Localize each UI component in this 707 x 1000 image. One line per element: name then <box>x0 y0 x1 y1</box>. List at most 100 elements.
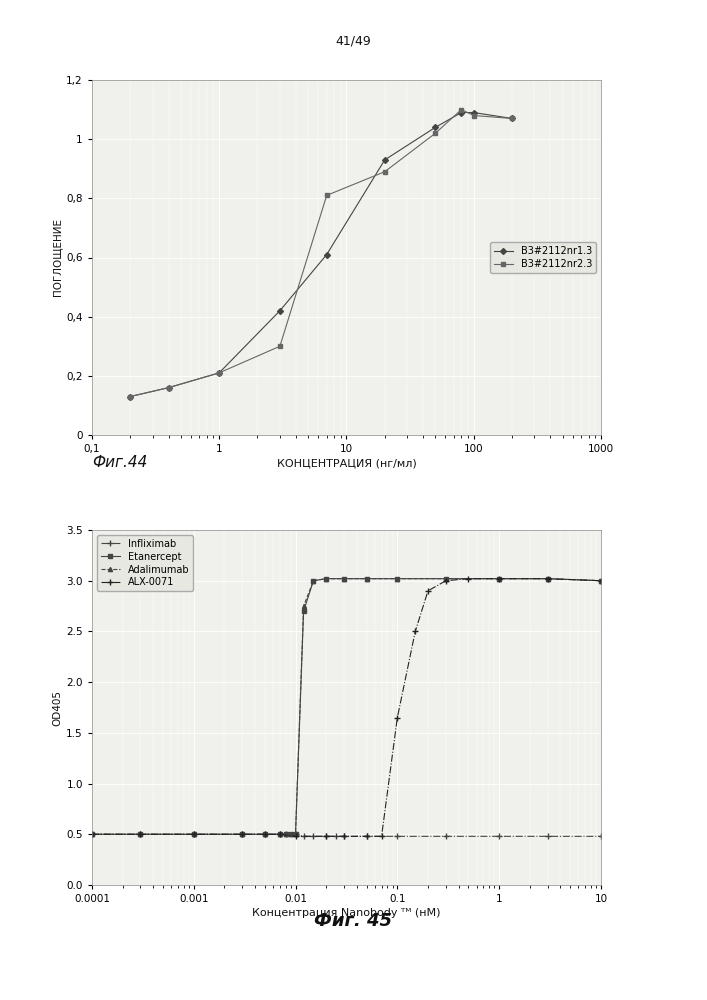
Line: Adalimumab: Adalimumab <box>90 577 603 836</box>
Text: Фиг.44: Фиг.44 <box>92 455 147 470</box>
Line: B3#2112nr1.3: B3#2112nr1.3 <box>128 110 514 399</box>
B3#2112nr1.3 <box>380 154 389 166</box>
ALX-0071 <box>544 573 552 585</box>
Etanercept <box>597 575 605 587</box>
B3#2112nr1.3 <box>126 391 134 403</box>
B3#2112nr2.3 <box>126 391 134 403</box>
B3#2112nr2.3 <box>164 382 173 394</box>
Etanercept <box>281 828 290 840</box>
Infliximab <box>544 830 552 842</box>
Infliximab <box>88 828 96 840</box>
B3#2112nr1.3 <box>215 367 223 379</box>
Line: Etanercept: Etanercept <box>90 577 603 836</box>
B3#2112nr1.3 <box>276 305 284 317</box>
Adalimumab <box>291 828 300 840</box>
ALX-0071 <box>340 830 349 842</box>
Infliximab <box>340 830 349 842</box>
B3#2112nr1.3 <box>322 249 331 261</box>
X-axis label: КОНЦЕНТРАЦИЯ (нг/мл): КОНЦЕНТРАЦИЯ (нг/мл) <box>276 458 416 468</box>
Etanercept <box>276 828 284 840</box>
Etanercept <box>495 573 503 585</box>
ALX-0071 <box>464 573 473 585</box>
Adalimumab <box>299 600 308 612</box>
B3#2112nr1.3 <box>164 382 173 394</box>
ALX-0071 <box>238 828 247 840</box>
Legend: B3#2112nr1.3, B3#2112nr2.3: B3#2112nr1.3, B3#2112nr2.3 <box>490 242 596 273</box>
Etanercept <box>393 573 402 585</box>
ALX-0071 <box>393 712 402 724</box>
Line: ALX-0071: ALX-0071 <box>88 575 604 840</box>
Adalimumab <box>281 828 290 840</box>
Text: Фиг. 45: Фиг. 45 <box>315 912 392 930</box>
ALX-0071 <box>136 828 145 840</box>
Etanercept <box>322 573 330 585</box>
Legend: Infliximab, Etanercept, Adalimumab, ALX-0071: Infliximab, Etanercept, Adalimumab, ALX-… <box>97 535 194 591</box>
B3#2112nr1.3 <box>508 112 516 124</box>
Y-axis label: OD405: OD405 <box>52 690 62 726</box>
Infliximab <box>442 830 450 842</box>
Etanercept <box>88 828 96 840</box>
Adalimumab <box>544 573 552 585</box>
Text: 41/49: 41/49 <box>336 35 371 48</box>
Infliximab <box>495 830 503 842</box>
Infliximab <box>276 828 284 840</box>
ALX-0071 <box>291 830 300 842</box>
Infliximab <box>136 828 145 840</box>
B3#2112nr2.3 <box>215 367 223 379</box>
Infliximab <box>261 828 269 840</box>
Y-axis label: ПОГЛОЩЕНИЕ: ПОГЛОЩЕНИЕ <box>52 219 62 296</box>
Adalimumab <box>136 828 145 840</box>
B3#2112nr2.3 <box>469 109 478 121</box>
Infliximab <box>322 830 330 842</box>
ALX-0071 <box>276 828 284 840</box>
ALX-0071 <box>363 830 371 842</box>
ALX-0071 <box>261 828 269 840</box>
ALX-0071 <box>423 585 432 597</box>
Adalimumab <box>261 828 269 840</box>
Infliximab <box>291 828 300 840</box>
Adalimumab <box>495 573 503 585</box>
B3#2112nr1.3 <box>431 121 440 133</box>
X-axis label: Концентрация Nanobody ᵀᴹ (нМ): Концентрация Nanobody ᵀᴹ (нМ) <box>252 908 440 918</box>
Etanercept <box>340 573 349 585</box>
Etanercept <box>363 573 371 585</box>
Infliximab <box>299 830 308 842</box>
Adalimumab <box>189 828 198 840</box>
Etanercept <box>286 828 295 840</box>
ALX-0071 <box>597 575 605 587</box>
Line: Infliximab: Infliximab <box>88 831 604 840</box>
Etanercept <box>189 828 198 840</box>
B3#2112nr2.3 <box>322 189 331 201</box>
ALX-0071 <box>378 830 386 842</box>
Etanercept <box>544 573 552 585</box>
ALX-0071 <box>411 625 419 637</box>
B3#2112nr1.3 <box>457 107 466 119</box>
Adalimumab <box>340 573 349 585</box>
B3#2112nr2.3 <box>380 166 389 178</box>
ALX-0071 <box>88 828 96 840</box>
Infliximab <box>332 830 340 842</box>
Infliximab <box>238 828 247 840</box>
B3#2112nr2.3 <box>276 340 284 352</box>
Adalimumab <box>597 575 605 587</box>
Adalimumab <box>286 828 295 840</box>
ALX-0071 <box>322 830 330 842</box>
Etanercept <box>136 828 145 840</box>
B3#2112nr2.3 <box>457 104 466 116</box>
ALX-0071 <box>189 828 198 840</box>
Infliximab <box>393 830 402 842</box>
Etanercept <box>309 575 317 587</box>
Adalimumab <box>276 828 284 840</box>
Adalimumab <box>363 573 371 585</box>
Etanercept <box>442 573 450 585</box>
Etanercept <box>261 828 269 840</box>
ALX-0071 <box>495 573 503 585</box>
B3#2112nr1.3 <box>469 107 478 119</box>
Adalimumab <box>309 575 317 587</box>
Infliximab <box>189 828 198 840</box>
Line: B3#2112nr2.3: B3#2112nr2.3 <box>128 107 514 399</box>
Infliximab <box>363 830 371 842</box>
Infliximab <box>281 828 290 840</box>
Etanercept <box>299 605 308 617</box>
Adalimumab <box>88 828 96 840</box>
